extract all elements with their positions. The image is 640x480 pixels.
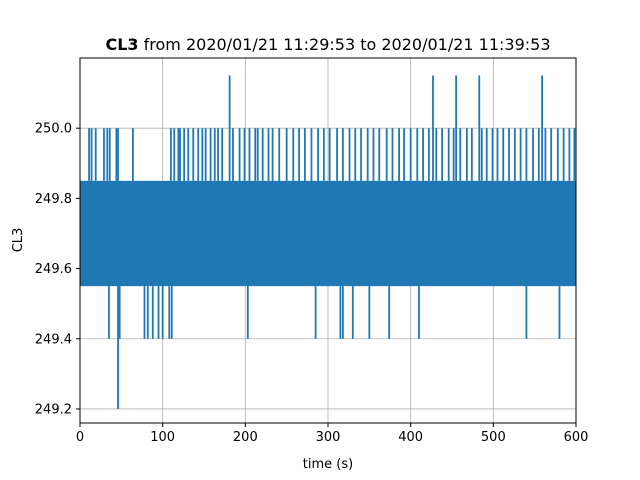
data-series [80, 75, 576, 409]
x-tick-label: 300 [316, 430, 341, 445]
x-tick-label: 0 [76, 430, 84, 445]
x-axis-ticks: 0 100 200 300 400 500 600 [76, 423, 589, 445]
y-tick-label: 249.6 [35, 262, 72, 277]
y-tick-label: 249.8 [35, 192, 72, 207]
series-band [80, 180, 576, 287]
y-axis-label: CL3 [11, 228, 26, 253]
y-axis-ticks: 249.2 249.4 249.6 249.8 250.0 [35, 122, 80, 417]
chart-title-bold: CL3 [105, 35, 138, 54]
x-tick-label: 600 [564, 430, 589, 445]
y-tick-label: 250.0 [35, 122, 72, 137]
chart-title: CL3 from 2020/01/21 11:29:53 to 2020/01/… [105, 35, 550, 54]
x-axis-label: time (s) [303, 457, 353, 472]
y-tick-label: 249.2 [35, 402, 72, 417]
x-tick-label: 100 [150, 430, 175, 445]
x-tick-label: 400 [398, 430, 423, 445]
x-tick-label: 500 [481, 430, 506, 445]
x-tick-label: 200 [233, 430, 258, 445]
y-tick-label: 249.4 [35, 332, 72, 347]
chart-title-rest: from 2020/01/21 11:29:53 to 2020/01/21 1… [139, 35, 551, 54]
